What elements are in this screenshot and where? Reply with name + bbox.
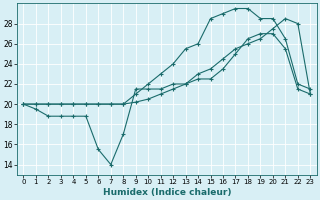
X-axis label: Humidex (Indice chaleur): Humidex (Indice chaleur) [103, 188, 231, 197]
